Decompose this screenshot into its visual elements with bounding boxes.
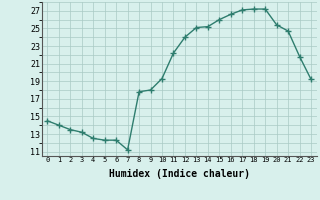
X-axis label: Humidex (Indice chaleur): Humidex (Indice chaleur) [109, 169, 250, 179]
